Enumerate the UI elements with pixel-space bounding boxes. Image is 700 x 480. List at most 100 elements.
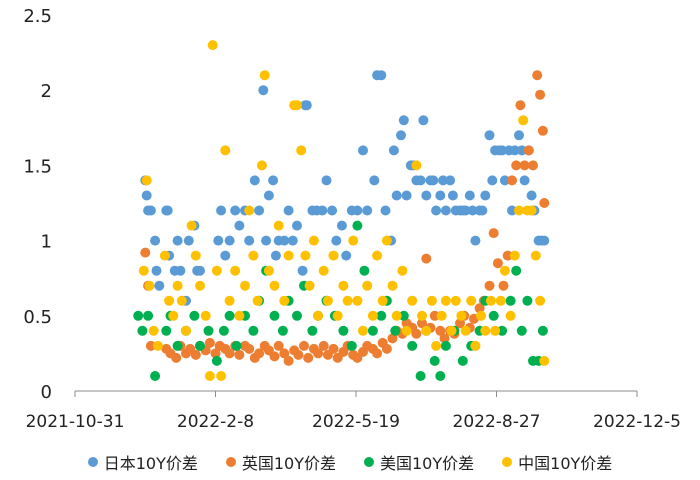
data-point-japan xyxy=(213,235,224,246)
data-point-uk xyxy=(511,160,522,171)
data-point-us xyxy=(497,325,508,336)
data-point-japan xyxy=(154,280,165,291)
data-point-japan xyxy=(539,235,550,246)
data-point-uk xyxy=(204,337,215,348)
data-point-china xyxy=(148,325,159,336)
data-point-uk xyxy=(492,258,503,269)
data-point-uk xyxy=(283,355,294,366)
y-tick-label: 1.5 xyxy=(23,156,52,177)
data-point-china xyxy=(440,295,451,306)
data-point-us xyxy=(346,340,357,351)
legend-item-uk: 英国10Y价差 xyxy=(225,450,336,474)
data-point-us xyxy=(338,325,349,336)
data-point-japan xyxy=(331,235,342,246)
data-point-us xyxy=(277,325,288,336)
data-point-japan xyxy=(369,175,380,186)
data-point-japan xyxy=(398,115,409,126)
x-tick-label: 2022-12-5 xyxy=(593,412,681,432)
data-point-uk xyxy=(515,100,526,111)
y-tick-label: 0.5 xyxy=(23,307,52,328)
data-point-japan xyxy=(428,175,439,186)
data-point-china xyxy=(466,295,477,306)
data-point-china xyxy=(362,280,373,291)
data-point-us xyxy=(218,325,229,336)
data-point-china xyxy=(446,325,457,336)
data-point-japan xyxy=(418,115,429,126)
data-point-china xyxy=(417,310,427,321)
data-point-us xyxy=(172,340,183,351)
data-point-uk xyxy=(502,250,513,261)
data-point-china xyxy=(186,220,197,231)
data-point-japan xyxy=(341,250,352,261)
data-point-china xyxy=(172,280,183,291)
data-point-china xyxy=(530,250,541,261)
legend-swatch-us xyxy=(364,457,374,467)
data-point-us xyxy=(376,310,387,321)
legend-label-china: 中国10Y价差 xyxy=(518,454,613,473)
data-point-china xyxy=(168,310,179,321)
data-point-japan xyxy=(447,190,458,201)
data-point-china xyxy=(367,310,378,321)
data-point-japan xyxy=(287,235,298,246)
data-point-uk xyxy=(421,253,432,264)
data-point-uk xyxy=(507,175,517,186)
data-point-china xyxy=(211,265,222,276)
data-point-china xyxy=(431,340,442,351)
data-point-us xyxy=(511,265,522,276)
data-point-us xyxy=(150,371,161,381)
data-point-uk xyxy=(171,352,182,363)
data-point-uk xyxy=(190,349,201,360)
scatter-chart: 0 0.5 1 1.5 2 2.5 2021-10-31 2022-2-8 2022-5-19… xyxy=(23,6,681,432)
data-point-japan xyxy=(467,205,478,216)
data-point-us xyxy=(488,310,499,321)
x-tick-label: 2022-5-19 xyxy=(312,412,400,432)
data-point-japan xyxy=(445,175,456,186)
data-point-china xyxy=(318,265,329,276)
data-point-us xyxy=(537,325,548,336)
data-point-us xyxy=(505,295,516,306)
series-japan xyxy=(140,70,550,306)
data-point-japan xyxy=(162,205,173,216)
x-tick-label: 2022-2-8 xyxy=(177,412,254,432)
data-point-us xyxy=(516,325,527,336)
y-tick-label: 2.5 xyxy=(23,6,52,27)
data-point-us xyxy=(407,340,418,351)
plot-points xyxy=(133,40,550,381)
data-point-china xyxy=(397,265,408,276)
data-point-china xyxy=(391,310,402,321)
data-point-uk xyxy=(539,198,550,208)
data-point-china xyxy=(234,310,245,321)
data-point-china xyxy=(495,295,506,306)
data-point-uk xyxy=(535,89,546,100)
data-point-japan xyxy=(141,190,152,201)
data-point-us xyxy=(307,325,318,336)
data-point-uk xyxy=(498,280,509,291)
data-point-china xyxy=(240,280,250,291)
data-point-china xyxy=(259,70,270,81)
data-point-us xyxy=(231,340,242,351)
data-point-china xyxy=(138,265,149,276)
y-tick-label: 1 xyxy=(41,232,52,253)
data-point-china xyxy=(144,280,155,291)
data-point-china xyxy=(283,250,294,261)
data-point-china xyxy=(342,295,353,306)
legend-label-uk: 英国10Y价差 xyxy=(241,454,336,473)
data-point-china xyxy=(244,205,255,216)
legend-label-japan: 日本10Y价差 xyxy=(103,454,198,473)
data-point-china xyxy=(387,280,398,291)
data-point-uk xyxy=(417,318,427,329)
data-point-japan xyxy=(460,205,471,216)
data-point-china xyxy=(526,205,537,216)
data-point-us xyxy=(440,340,451,351)
data-point-us xyxy=(211,355,222,366)
data-point-china xyxy=(348,235,359,246)
data-point-japan xyxy=(151,265,162,276)
legend-item-us: 美国10Y价差 xyxy=(364,450,474,474)
data-point-japan xyxy=(321,175,332,186)
data-point-china xyxy=(296,145,307,156)
data-point-japan xyxy=(292,220,302,231)
data-point-us xyxy=(457,355,468,366)
data-point-china xyxy=(269,280,280,291)
data-point-china xyxy=(509,250,520,261)
data-point-japan xyxy=(509,145,520,156)
